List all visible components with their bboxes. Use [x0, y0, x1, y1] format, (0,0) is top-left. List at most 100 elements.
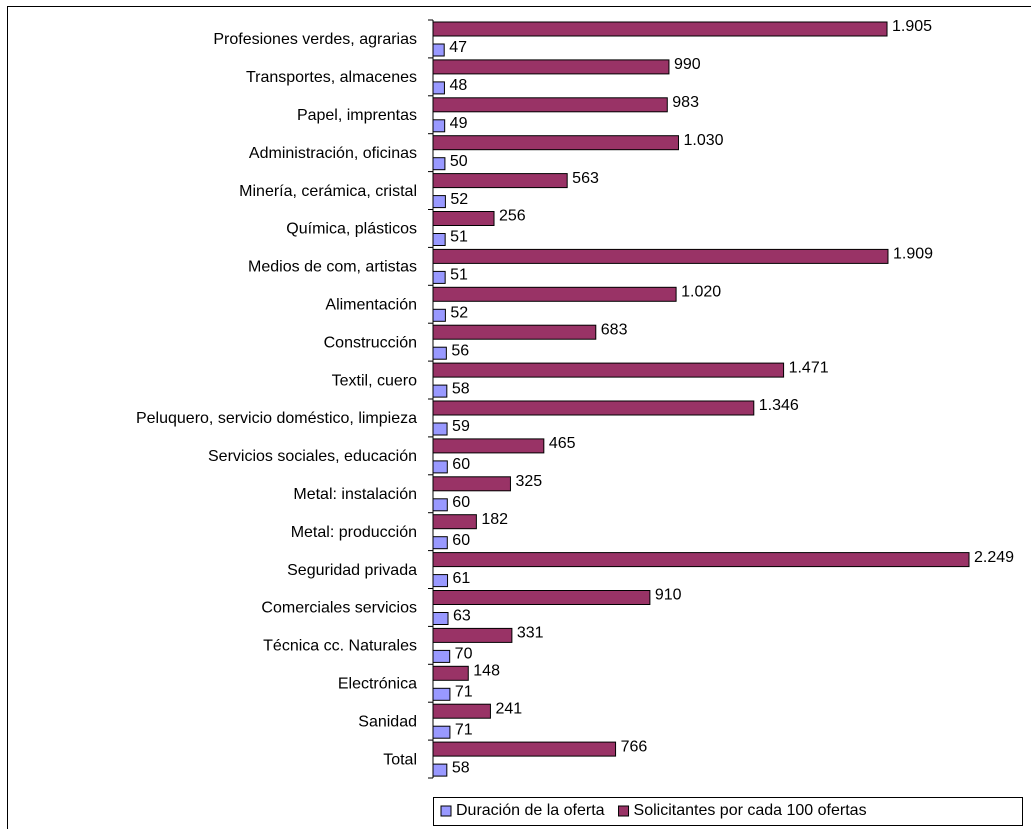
- value-label: 241: [495, 700, 522, 717]
- value-label: 1.909: [893, 246, 933, 263]
- value-label: 1.020: [681, 284, 721, 301]
- value-label: 70: [455, 646, 473, 663]
- legend: [433, 797, 1023, 826]
- legend-label: Solicitantes por cada 100 ofertas: [634, 802, 867, 819]
- value-label: 47: [449, 39, 467, 56]
- bar: [432, 460, 448, 474]
- bar: [432, 59, 670, 75]
- bar: [432, 157, 446, 171]
- value-label: 48: [449, 77, 467, 94]
- category-label: Minería, cerámica, cristal: [239, 183, 417, 200]
- bar: [432, 649, 451, 663]
- category-label: Metal: instalación: [293, 486, 417, 503]
- bar: [432, 703, 491, 719]
- value-label: 58: [452, 380, 470, 397]
- bar: [432, 725, 451, 739]
- value-label: 49: [450, 115, 468, 132]
- bar: [432, 536, 448, 550]
- legend-label: Duración de la oferta: [456, 802, 605, 819]
- category-label: Electrónica: [338, 676, 417, 693]
- legend-swatch: [440, 805, 452, 817]
- category-label: Seguridad privada: [287, 562, 417, 579]
- bar: [432, 627, 513, 643]
- value-label: 1.471: [789, 359, 829, 376]
- category-label: Papel, imprentas: [297, 107, 417, 124]
- value-label: 60: [452, 494, 470, 511]
- value-label: 1.905: [892, 18, 932, 35]
- value-label: 148: [473, 663, 500, 680]
- category-label: Construcción: [324, 334, 417, 351]
- value-label: 52: [450, 305, 468, 322]
- bar: [432, 233, 446, 246]
- bar: [432, 514, 477, 530]
- bar: [432, 286, 677, 302]
- value-label: 766: [621, 738, 648, 755]
- value-label: 51: [450, 229, 468, 246]
- bar: [432, 248, 889, 264]
- bar: [432, 400, 755, 416]
- value-label: 331: [517, 625, 544, 642]
- value-label: 182: [481, 511, 508, 528]
- chart-border: [7, 6, 1031, 829]
- value-label: 71: [455, 721, 473, 738]
- category-label: Química, plásticos: [286, 221, 417, 238]
- bar: [432, 763, 448, 777]
- category-label: Técnica cc. Naturales: [263, 638, 417, 655]
- bar: [432, 498, 448, 512]
- category-label: Profesiones verdes, agrarias: [213, 31, 417, 48]
- value-label: 1.030: [683, 132, 723, 149]
- bar: [432, 43, 445, 57]
- bar: [432, 687, 451, 701]
- bar: [432, 119, 446, 133]
- category-label: Sanidad: [358, 713, 417, 730]
- bar: [432, 308, 446, 322]
- category-label: Metal: producción: [291, 524, 417, 541]
- bar: [432, 741, 617, 757]
- value-label: 325: [515, 473, 542, 490]
- value-label: 983: [672, 94, 699, 111]
- bar: [432, 476, 511, 492]
- category-label: Peluquero, servicio doméstico, limpieza: [136, 410, 417, 427]
- bar: [432, 173, 568, 189]
- value-label: 910: [655, 587, 682, 604]
- value-label: 52: [450, 191, 468, 208]
- value-label: 50: [450, 153, 468, 170]
- bar: [432, 665, 469, 681]
- category-label: Total: [383, 751, 417, 768]
- bar: [432, 21, 888, 37]
- value-label: 1.346: [759, 397, 799, 414]
- value-label: 59: [452, 418, 470, 435]
- legend-swatch: [618, 805, 630, 817]
- bar: [432, 362, 785, 378]
- value-label: 683: [601, 321, 628, 338]
- bar: [432, 81, 445, 95]
- value-label: 63: [453, 608, 471, 625]
- value-label: 563: [572, 170, 599, 187]
- value-label: 71: [455, 684, 473, 701]
- value-label: 58: [452, 759, 470, 776]
- value-label: 60: [452, 456, 470, 473]
- category-label: Medios de com, artistas: [248, 259, 417, 276]
- bar: [432, 324, 597, 340]
- bar: [432, 270, 446, 284]
- bar: [432, 438, 545, 454]
- value-label: 60: [452, 532, 470, 549]
- value-label: 56: [451, 342, 469, 359]
- bar: [432, 135, 679, 151]
- category-label: Comerciales servicios: [261, 600, 417, 617]
- category-label: Administración, oficinas: [249, 145, 417, 162]
- value-label: 256: [499, 208, 526, 225]
- category-label: Alimentación: [325, 297, 417, 314]
- bar: [432, 574, 449, 588]
- value-label: 51: [450, 267, 468, 284]
- bar: [432, 612, 449, 625]
- value-label: 61: [453, 570, 471, 587]
- bar: [432, 422, 448, 436]
- bar: [432, 97, 668, 113]
- bar: [432, 211, 495, 226]
- bar: [432, 552, 970, 568]
- value-label: 2.249: [974, 549, 1014, 566]
- category-label: Textil, cuero: [332, 372, 417, 389]
- bar: [432, 346, 447, 360]
